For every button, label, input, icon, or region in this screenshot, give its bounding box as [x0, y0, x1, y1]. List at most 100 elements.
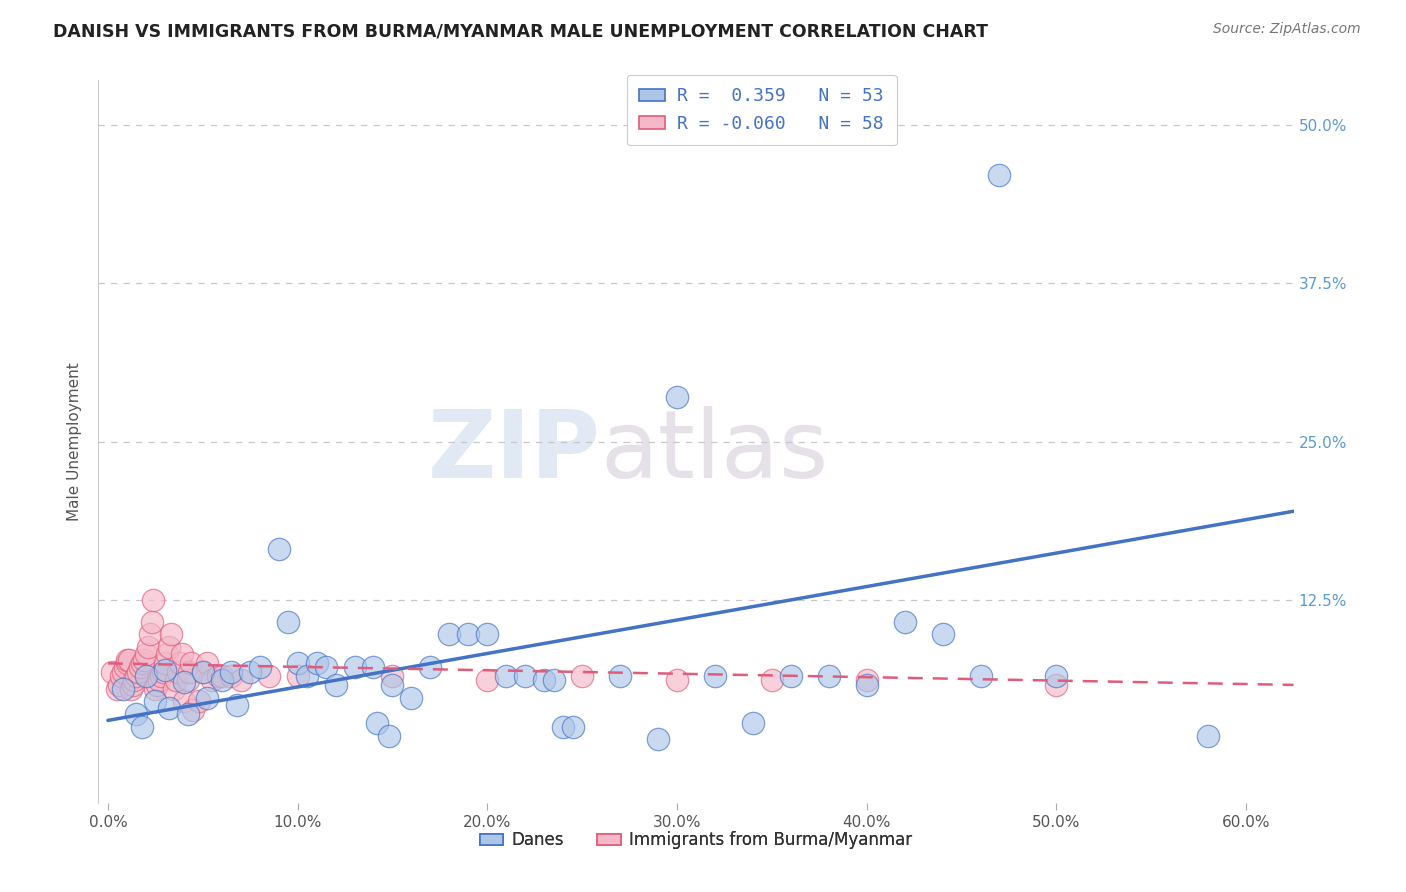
- Point: [165, 673, 187, 687]
- Point: [761, 673, 783, 687]
- Text: Source: ZipAtlas.com: Source: ZipAtlas.com: [1213, 22, 1361, 37]
- Point: [135, 669, 157, 683]
- Point: [229, 673, 252, 687]
- Point: [120, 681, 142, 696]
- Point: [277, 615, 299, 629]
- Point: [239, 665, 262, 680]
- Point: [170, 648, 193, 662]
- Point: [267, 542, 290, 557]
- Point: [315, 660, 337, 674]
- Point: [931, 627, 953, 641]
- Point: [969, 669, 991, 683]
- Point: [121, 678, 143, 692]
- Point: [1045, 678, 1067, 692]
- Point: [142, 593, 165, 607]
- Point: [666, 673, 689, 687]
- Point: [257, 669, 280, 683]
- Point: [419, 660, 441, 674]
- Point: [108, 678, 131, 692]
- Point: [131, 657, 153, 671]
- Point: [169, 657, 191, 671]
- Point: [219, 669, 242, 683]
- Point: [287, 657, 309, 671]
- Y-axis label: Male Unemployment: Male Unemployment: [67, 362, 83, 521]
- Point: [135, 648, 157, 662]
- Point: [855, 678, 877, 692]
- Point: [219, 665, 242, 680]
- Point: [477, 673, 499, 687]
- Point: [163, 681, 186, 696]
- Point: [115, 652, 138, 666]
- Point: [132, 652, 155, 666]
- Point: [181, 703, 204, 717]
- Point: [114, 660, 136, 674]
- Point: [401, 690, 423, 705]
- Point: [191, 665, 214, 680]
- Point: [571, 669, 593, 683]
- Point: [1197, 729, 1219, 743]
- Point: [201, 673, 224, 687]
- Point: [118, 652, 141, 666]
- Point: [127, 665, 149, 680]
- Point: [609, 669, 631, 683]
- Point: [115, 657, 138, 671]
- Point: [100, 665, 122, 680]
- Point: [647, 732, 669, 747]
- Point: [893, 615, 915, 629]
- Point: [817, 669, 839, 683]
- Point: [138, 627, 160, 641]
- Point: [988, 169, 1011, 183]
- Point: [533, 673, 555, 687]
- Text: atlas: atlas: [600, 407, 828, 499]
- Point: [305, 657, 328, 671]
- Point: [143, 694, 166, 708]
- Point: [105, 681, 128, 696]
- Point: [125, 669, 148, 683]
- Point: [146, 678, 169, 692]
- Point: [211, 669, 233, 683]
- Point: [112, 665, 135, 680]
- Point: [249, 660, 271, 674]
- Point: [157, 640, 180, 654]
- Point: [180, 657, 202, 671]
- Point: [125, 707, 148, 722]
- Point: [225, 698, 247, 713]
- Point: [143, 681, 166, 696]
- Point: [112, 681, 135, 696]
- Legend: Danes, Immigrants from Burma/Myanmar: Danes, Immigrants from Burma/Myanmar: [474, 824, 918, 856]
- Point: [515, 669, 537, 683]
- Point: [666, 390, 689, 404]
- Point: [152, 665, 174, 680]
- Point: [157, 700, 180, 714]
- Point: [191, 665, 214, 680]
- Point: [195, 690, 218, 705]
- Point: [124, 673, 146, 687]
- Point: [741, 715, 763, 730]
- Point: [173, 694, 195, 708]
- Point: [148, 673, 170, 687]
- Point: [211, 673, 233, 687]
- Point: [457, 627, 479, 641]
- Point: [167, 665, 190, 680]
- Point: [377, 729, 399, 743]
- Point: [287, 669, 309, 683]
- Point: [188, 694, 211, 708]
- Point: [129, 660, 152, 674]
- Point: [131, 720, 153, 734]
- Point: [159, 627, 181, 641]
- Point: [295, 669, 318, 683]
- Point: [195, 657, 218, 671]
- Point: [779, 669, 801, 683]
- Point: [381, 678, 404, 692]
- Point: [141, 615, 163, 629]
- Point: [150, 669, 173, 683]
- Text: DANISH VS IMMIGRANTS FROM BURMA/MYANMAR MALE UNEMPLOYMENT CORRELATION CHART: DANISH VS IMMIGRANTS FROM BURMA/MYANMAR …: [53, 22, 988, 40]
- Point: [553, 720, 575, 734]
- Point: [325, 678, 347, 692]
- Point: [543, 673, 565, 687]
- Point: [207, 669, 229, 683]
- Point: [477, 627, 499, 641]
- Point: [110, 669, 132, 683]
- Point: [136, 640, 159, 654]
- Point: [156, 648, 179, 662]
